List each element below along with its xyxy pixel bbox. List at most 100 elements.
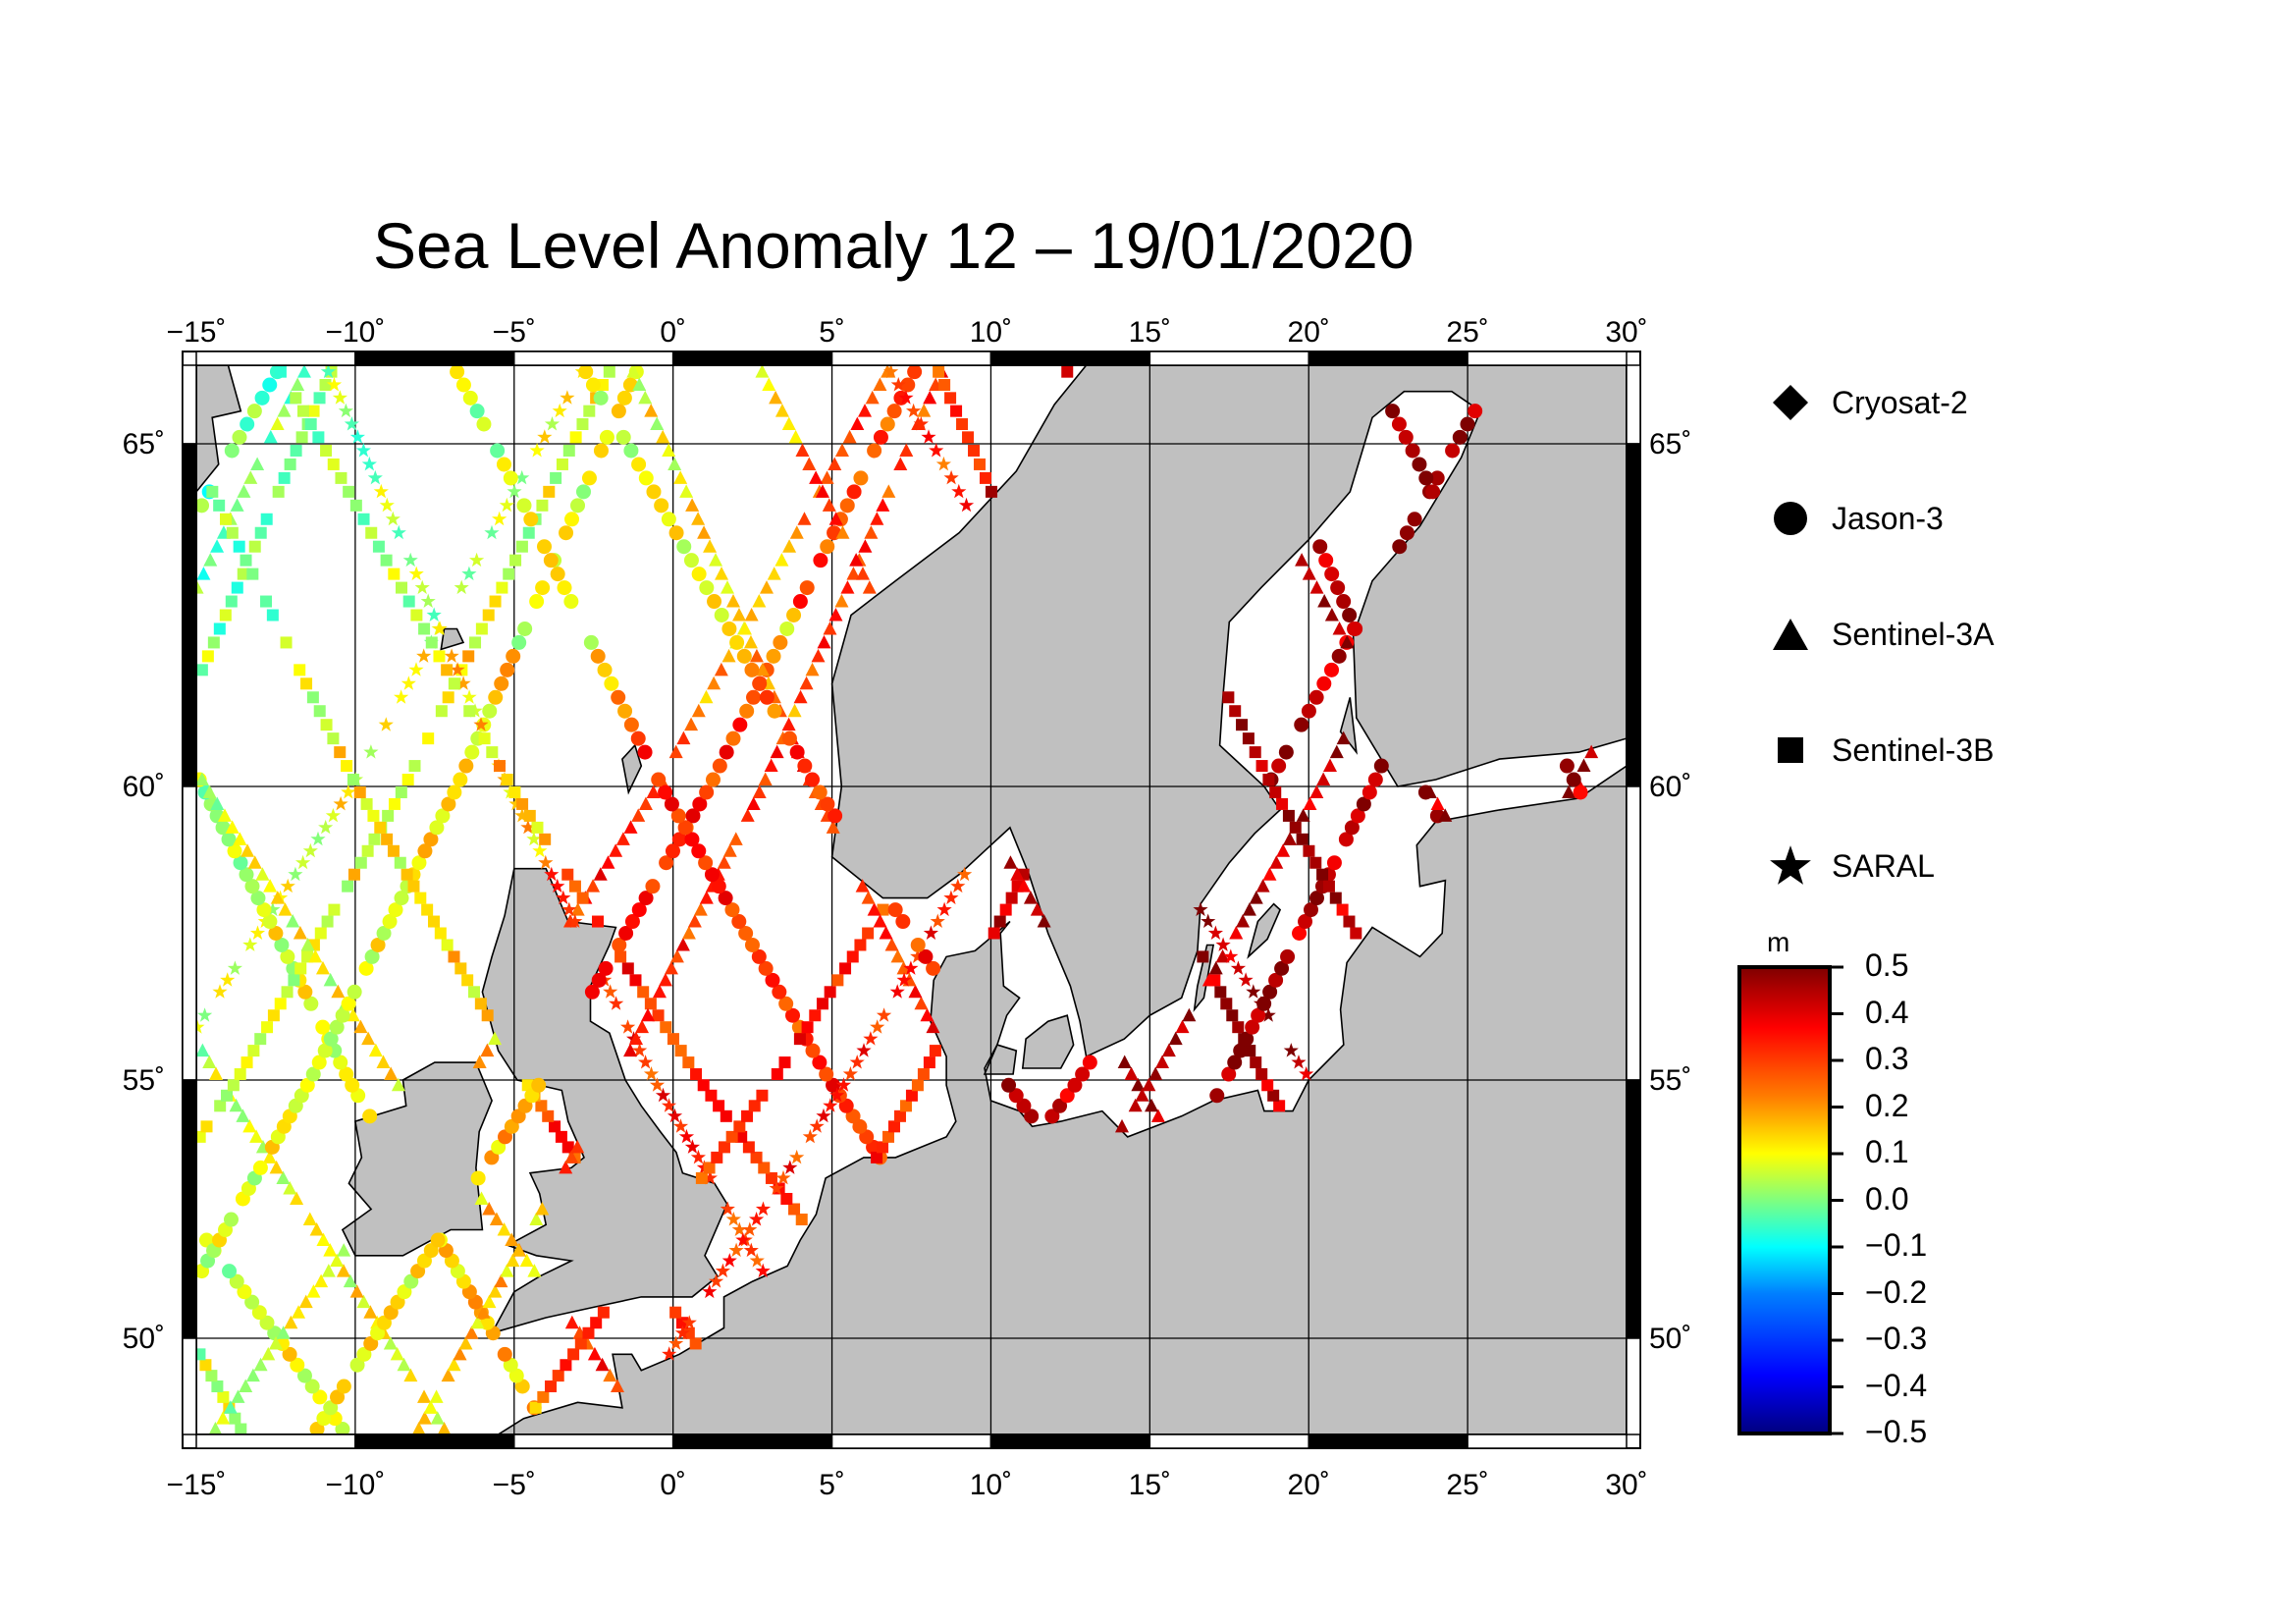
track-point-sentinel-3a <box>1168 1031 1183 1046</box>
track-point-saral <box>661 1098 677 1112</box>
track-point-sentinel-3a <box>315 960 330 975</box>
track-point-jason-3 <box>1399 525 1415 541</box>
track-point-sentinel-3a <box>356 1294 371 1309</box>
track-point-sentinel-3b <box>877 903 889 916</box>
track-point-sentinel-3a <box>470 1315 485 1329</box>
track-point-saral <box>514 469 530 485</box>
track-point-sentinel-3a <box>349 1284 364 1298</box>
track-point-sentinel-3b <box>993 915 1006 928</box>
track-point-sentinel-3b <box>284 458 296 470</box>
track-point-sentinel-3b <box>562 444 575 457</box>
track-point-jason-3 <box>447 784 462 800</box>
track-point-sentinel-3b <box>1250 1056 1262 1069</box>
track-point-saral <box>499 497 514 513</box>
track-point-sentinel-3b <box>196 1130 206 1143</box>
track-point-saral <box>649 1077 666 1092</box>
frame-segment <box>182 443 197 787</box>
track-point-jason-3 <box>259 1315 275 1330</box>
track-point-sentinel-3b <box>652 1009 665 1022</box>
track-point-sentinel-3a <box>210 796 225 810</box>
track-point-jason-3 <box>1221 1066 1237 1082</box>
track-point-sentinel-3a <box>870 512 884 525</box>
track-point-sentinel-3a <box>474 1191 489 1205</box>
track-point-saral <box>520 819 536 835</box>
track-point-jason-3 <box>907 365 923 380</box>
land-orkney-shetland <box>621 743 643 795</box>
track-point-saral <box>561 901 577 917</box>
track-point-sentinel-3a <box>752 594 767 608</box>
track-point-sentinel-3a <box>709 553 723 567</box>
track-point-sentinel-3a <box>781 416 796 430</box>
track-point-sentinel-3b <box>1005 892 1018 904</box>
track-point-sentinel-3b <box>214 1100 227 1112</box>
track-point-saral <box>715 1263 730 1278</box>
track-point-sentinel-3a <box>447 1357 461 1372</box>
track-point-jason-3 <box>712 758 727 774</box>
track-point-sentinel-3b <box>979 471 991 484</box>
colorbar-gradient <box>1737 965 1832 1435</box>
track-point-sentinel-3b <box>824 986 836 999</box>
track-point-sentinel-3b <box>341 760 353 773</box>
track-point-jason-3 <box>363 1335 379 1351</box>
track-point-saral <box>638 1055 654 1069</box>
track-point-jason-3 <box>779 621 795 636</box>
track-point-sentinel-3a <box>527 1264 542 1277</box>
track-point-sentinel-3b <box>1350 927 1362 940</box>
track-point-sentinel-3b <box>235 1423 247 1434</box>
track-point-sentinel-3b <box>887 1120 900 1133</box>
track-point-sentinel-3b <box>1229 705 1242 718</box>
track-point-sentinel-3b <box>1061 365 1074 378</box>
track-point-sentinel-3b <box>537 1390 550 1403</box>
track-point-sentinel-3a <box>1262 867 1277 881</box>
track-point-saral <box>896 972 912 987</box>
track-point-sentinel-3a <box>293 926 307 940</box>
track-point-sentinel-3b <box>441 664 454 676</box>
track-point-sentinel-3b <box>327 732 340 745</box>
track-point-saral <box>1283 1043 1299 1057</box>
track-point-sentinel-3a <box>673 470 688 484</box>
track-point-sentinel-3b <box>274 365 287 378</box>
track-point-saral <box>455 676 471 690</box>
track-point-sentinel-3a <box>769 390 783 405</box>
track-point-jason-3 <box>1405 443 1420 459</box>
track-point-sentinel-3a <box>864 525 879 539</box>
track-point-jason-3 <box>812 1055 828 1070</box>
legend-label: Sentinel-3A <box>1832 616 1995 652</box>
track-point-jason-3 <box>564 512 580 527</box>
lon-tick-label: −5˚ <box>493 1469 536 1501</box>
track-point-saral <box>249 925 266 940</box>
track-point-saral <box>532 842 548 858</box>
track-point-sentinel-3b <box>226 526 239 539</box>
track-point-sentinel-3a <box>726 594 741 608</box>
track-point-sentinel-3a <box>429 1389 444 1403</box>
track-point-jason-3 <box>820 796 835 812</box>
track-point-sentinel-3a <box>828 457 842 470</box>
track-point-sentinel-3a <box>744 608 759 622</box>
track-point-sentinel-3b <box>278 471 291 484</box>
track-point-sentinel-3a <box>858 539 873 553</box>
track-point-jason-3 <box>1392 539 1408 555</box>
track-point-saral <box>432 621 448 635</box>
track-point-sentinel-3b <box>365 526 378 539</box>
track-point-sentinel-3b <box>294 664 306 676</box>
track-point-sentinel-3b <box>660 1021 672 1034</box>
track-point-sentinel-3b <box>394 856 406 869</box>
track-point-jason-3 <box>797 758 813 774</box>
track-point-saral <box>414 579 430 595</box>
track-point-sentinel-3a <box>858 404 873 417</box>
track-point-jason-3 <box>685 808 701 824</box>
track-point-saral <box>835 1077 852 1092</box>
track-point-sentinel-3b <box>408 760 421 773</box>
track-point-saral <box>690 1149 706 1164</box>
track-point-jason-3 <box>766 648 781 664</box>
track-point-sentinel-3b <box>669 1306 682 1319</box>
track-point-jason-3 <box>668 525 684 541</box>
track-point-jason-3 <box>611 404 626 419</box>
track-point-saral <box>890 377 906 392</box>
track-point-sentinel-3a <box>593 867 608 881</box>
track-point-sentinel-3b <box>1226 1009 1239 1022</box>
colorbar-tick-label: −0.1 <box>1865 1227 1928 1263</box>
track-point-sentinel-3b <box>328 903 341 916</box>
track-point-saral <box>749 1212 765 1226</box>
track-point-sentinel-3a <box>926 1019 940 1034</box>
